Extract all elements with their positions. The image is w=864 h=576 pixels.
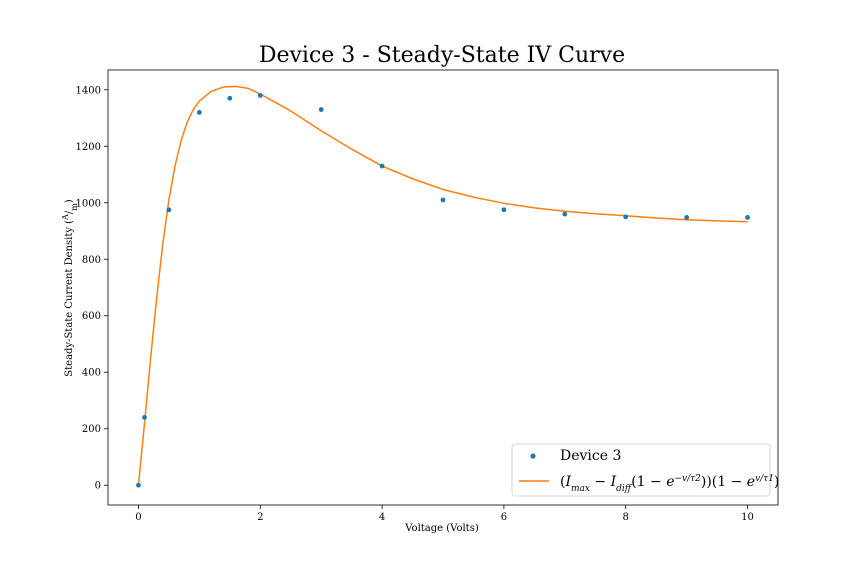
y-axis-label: Steady-State Current Density (A/m)	[61, 199, 79, 377]
data-point-device-3	[684, 215, 690, 220]
x-tick-label: 4	[379, 512, 385, 523]
y-tick-label: 1000	[76, 198, 101, 209]
legend: Device 3 (Imax − Idiff(1 − e−v/τ2))(1 − …	[511, 443, 779, 497]
y-tick-label: 0	[95, 481, 101, 492]
data-point-device-3	[745, 215, 750, 220]
plot-frame	[107, 69, 779, 506]
data-point-device-3	[562, 211, 568, 217]
x-tick-label: 8	[623, 512, 629, 523]
data-point-device-3	[501, 207, 507, 213]
x-tick-label: 6	[501, 512, 507, 523]
data-point-device-3	[257, 93, 263, 98]
data-point-device-3	[623, 214, 629, 220]
data-point-device-3	[196, 109, 202, 115]
data-point-device-3	[142, 415, 147, 420]
data-point-device-3	[440, 197, 446, 203]
series-layer	[136, 85, 750, 488]
data-point-device-3	[379, 163, 385, 169]
x-tick-label: 2	[257, 512, 263, 523]
y-tick-label: 1200	[76, 142, 101, 153]
x-tick-label: 10	[741, 512, 754, 523]
x-axis-label: Voltage (Volts)	[404, 523, 479, 534]
legend-label-device-3: Device 3	[560, 448, 621, 464]
data-point-device-3	[136, 482, 141, 488]
chart-title: Device 3 - Steady-State IV Curve	[259, 43, 625, 68]
y-tick-label: 600	[82, 311, 101, 322]
x-tick-label: 0	[135, 512, 141, 523]
y-tick-label: 1400	[76, 85, 101, 96]
data-point-device-3	[318, 107, 324, 112]
y-tick-label: 400	[82, 368, 101, 379]
y-tick-label: 800	[82, 255, 101, 266]
data-point-device-3	[227, 95, 233, 101]
legend-marker-device-3	[530, 453, 536, 459]
fit-curve-line	[137, 85, 748, 486]
y-tick-label: 200	[82, 424, 101, 435]
y-axis-ticks: 0 200 400 600 800 1000 1200 1400	[76, 85, 108, 492]
legend-box	[511, 443, 771, 497]
x-axis-ticks: 0 2 4 6 8 10	[135, 505, 754, 523]
legend-label-fit: (Imax − Idiff(1 − e−v/τ2))(1 − ev/τ1)	[560, 474, 779, 494]
data-point-device-3	[166, 207, 172, 213]
